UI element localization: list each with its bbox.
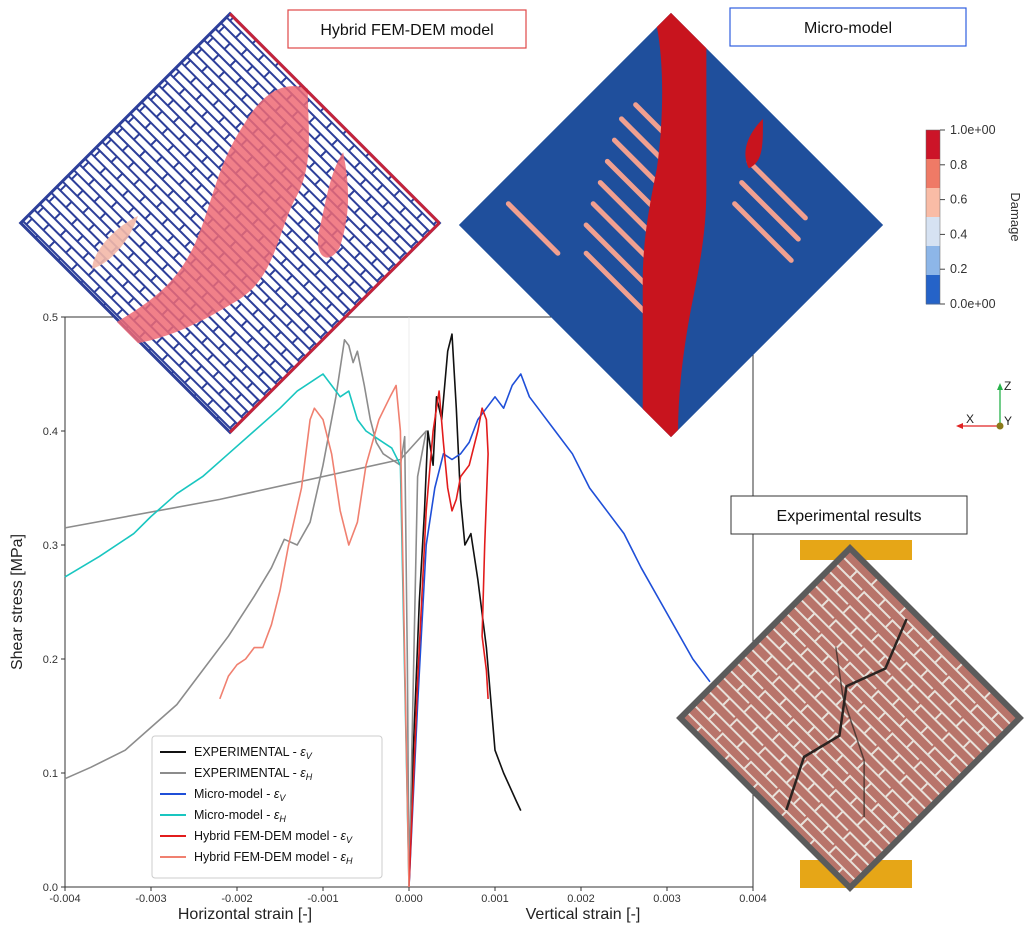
- y-tick-label: 0.2: [43, 654, 58, 666]
- x-axis-title-vertical: Vertical strain [-]: [526, 906, 641, 923]
- y-tick-label: 0.4: [43, 426, 58, 438]
- legend-label: Hybrid FEM-DEM model - εH: [194, 850, 353, 866]
- colorbar-tick-label: 1.0e+00: [950, 123, 996, 137]
- series-line-5: [219, 384, 410, 888]
- colorbar-tick-label: 0.4: [950, 227, 967, 241]
- triad-x-label: X: [966, 412, 974, 426]
- series-line-3: [64, 373, 410, 888]
- x-tick-label: -0.001: [307, 893, 338, 905]
- colorbar-title: Damage: [1008, 192, 1023, 241]
- legend-label: EXPERIMENTAL - εV: [194, 745, 313, 761]
- x-tick-label: 0.000: [395, 893, 423, 905]
- x-tick-label: 0.004: [739, 893, 767, 905]
- series-line-2: [408, 373, 711, 888]
- main-chart: -0.004 -0.003 -0.002 -0.001 0.000 0.001 0.002 0…: [9, 312, 767, 923]
- x-tick-labels: -0.004 -0.003 -0.002 -0.001 0.000 0.001 0.002 0…: [49, 887, 767, 905]
- hybrid-damage-band: [116, 86, 309, 344]
- colorbar-swatch: [926, 217, 940, 247]
- x-tick-label: 0.001: [481, 893, 509, 905]
- colorbar-swatch: [926, 275, 940, 305]
- colorbar-tick-label: 0.8: [950, 158, 967, 172]
- y-tick-label: 0.5: [43, 312, 58, 324]
- legend-label: EXPERIMENTAL - εH: [194, 766, 313, 782]
- hybrid-label-box: [287, 9, 527, 49]
- colorbar-swatch: [926, 130, 940, 160]
- y-tick-label: 0.1: [43, 768, 58, 780]
- x-tick-label: 0.003: [653, 893, 681, 905]
- experimental-photo: [676, 540, 1024, 892]
- triad-z-label: Z: [1004, 379, 1011, 393]
- legend: EXPERIMENTAL - εV EXPERIMENTAL - εH Micro-…: [151, 735, 383, 879]
- colorbar-tick-label: 0.6: [950, 193, 967, 207]
- x-tick-label: -0.004: [49, 893, 80, 905]
- x-tick-label: -0.002: [221, 893, 252, 905]
- y-tick-label: 0.0: [43, 882, 58, 894]
- micro-label-text: Micro-model: [804, 20, 892, 37]
- experimental-label-text: Experimental results: [777, 508, 922, 525]
- hybrid-model-inset: Hybrid FEM-DEM model: [18, 9, 527, 435]
- colorbar-swatches: [926, 130, 940, 305]
- experimental-label-box: [730, 495, 968, 535]
- colorbar-tick-label: 0.0e+00: [950, 297, 996, 311]
- colorbar-swatch: [926, 159, 940, 189]
- y-tick-label: 0.3: [43, 540, 58, 552]
- legend-label: Micro-model - εV: [194, 787, 286, 803]
- experimental-inset: Experimental results: [676, 495, 1024, 892]
- colorbar-tick-label: 0.2: [950, 262, 967, 276]
- colorbar-tick-labels: 1.0e+00 0.8 0.6 0.4 0.2 0.0e+00: [940, 123, 996, 311]
- damage-colorbar: 1.0e+00 0.8 0.6 0.4 0.2 0.0e+00 Damage: [925, 123, 1023, 311]
- series-layer: [64, 333, 711, 888]
- hybrid-label-text: Hybrid FEM-DEM model: [320, 22, 493, 39]
- series-line-4: [408, 390, 489, 888]
- legend-entries: EXPERIMENTAL - εV EXPERIMENTAL - εH Micro-…: [160, 745, 353, 866]
- y-tick-labels: 0.0 0.1 0.2 0.3 0.4 0.5: [43, 312, 65, 894]
- colorbar-swatch: [926, 188, 940, 218]
- micro-label-box: [729, 7, 967, 47]
- legend-label: Micro-model - εH: [194, 808, 286, 824]
- colorbar-swatch: [926, 246, 940, 276]
- y-axis-title: Shear stress [MPa]: [9, 534, 26, 670]
- series-line-0: [408, 333, 522, 888]
- x-tick-label: -0.003: [135, 893, 166, 905]
- micro-damage-band: [642, 12, 707, 438]
- triad-y-label: Y: [1004, 414, 1012, 428]
- legend-label: Hybrid FEM-DEM model - εV: [194, 829, 353, 845]
- axis-triad: Z X Y: [956, 379, 1012, 430]
- x-axis-title-horizontal: Horizontal strain [-]: [178, 906, 312, 923]
- micro-model-inset: Micro-model: [458, 7, 967, 438]
- x-tick-label: 0.002: [567, 893, 595, 905]
